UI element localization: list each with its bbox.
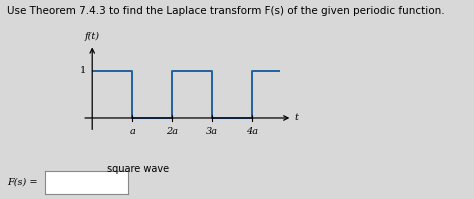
Text: F(s) =: F(s) = xyxy=(7,178,37,187)
Text: t: t xyxy=(294,113,298,122)
Text: square wave: square wave xyxy=(107,164,169,174)
Text: 1: 1 xyxy=(80,66,86,75)
Text: Use Theorem 7.4.3 to find the Laplace transform F(s) of the given periodic funct: Use Theorem 7.4.3 to find the Laplace tr… xyxy=(7,6,445,16)
Text: 4a: 4a xyxy=(246,127,258,136)
Text: f(t): f(t) xyxy=(85,32,100,41)
Text: 2a: 2a xyxy=(166,127,178,136)
Text: 3a: 3a xyxy=(206,127,219,136)
Text: a: a xyxy=(129,127,135,136)
